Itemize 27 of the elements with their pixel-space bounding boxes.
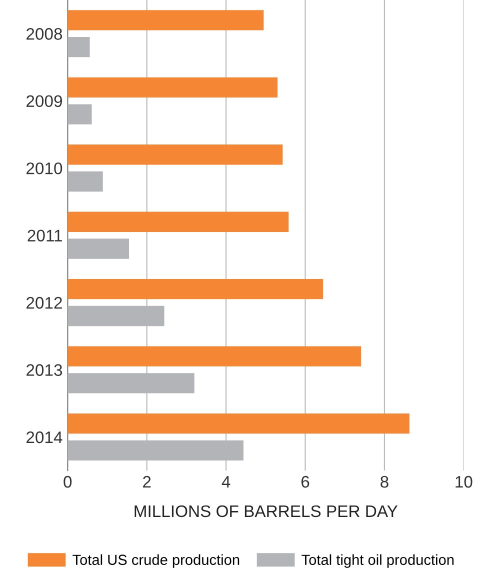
x-tick-label: 10 — [456, 476, 472, 488]
y-tick-label: 2008 — [26, 28, 62, 40]
bar — [68, 104, 92, 124]
bar — [68, 10, 264, 30]
x-tick-label: 4 — [222, 476, 230, 488]
x-tick-label: 8 — [380, 476, 388, 488]
bar — [68, 413, 410, 434]
legend-label: Total US crude production — [72, 554, 240, 568]
bar — [68, 238, 130, 259]
x-axis-title: MILLIONS OF BARRELS PER DAY — [134, 505, 398, 518]
bar — [68, 212, 289, 232]
x-tick-label: 6 — [301, 476, 310, 488]
y-tick-label: 2010 — [26, 162, 62, 174]
bar — [68, 346, 362, 366]
bar — [68, 77, 278, 98]
legend-label: Total tight oil production — [302, 554, 454, 568]
x-tick-label: 2 — [143, 476, 151, 488]
bar — [68, 36, 90, 58]
y-tick-label: 2013 — [26, 364, 62, 376]
bar — [68, 279, 324, 300]
bar — [68, 171, 103, 192]
y-tick-label: 2009 — [26, 95, 62, 108]
y-tick-label: 2011 — [28, 230, 62, 242]
y-tick-label: 2012 — [26, 296, 62, 309]
y-tick-label: 2014 — [26, 431, 62, 444]
bar — [68, 144, 283, 165]
x-tick-label: 0 — [64, 476, 72, 488]
